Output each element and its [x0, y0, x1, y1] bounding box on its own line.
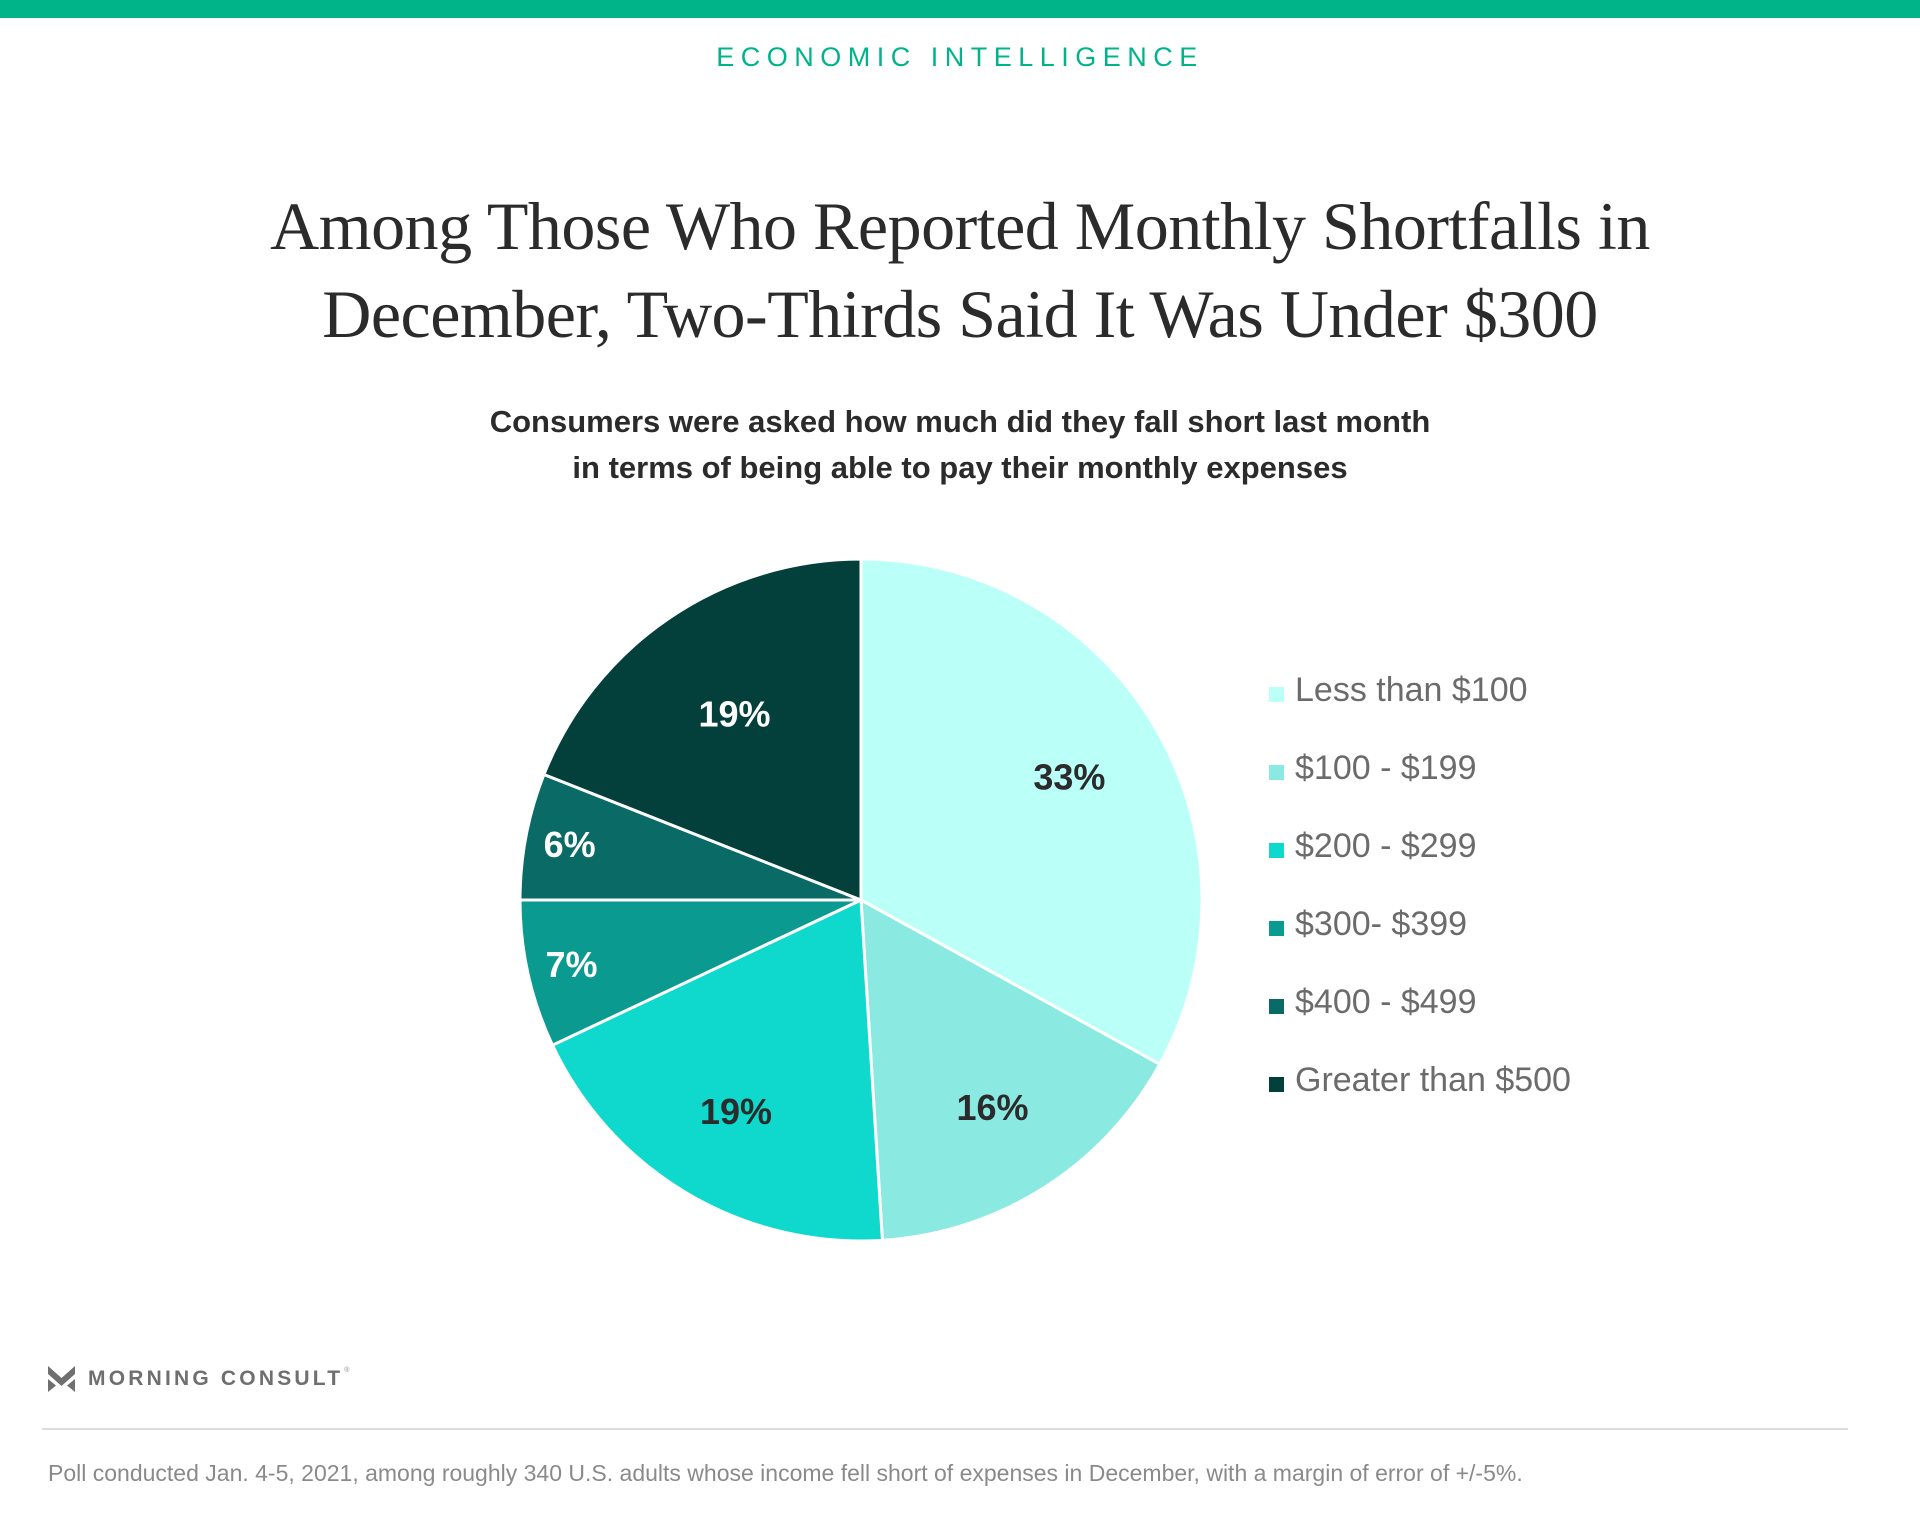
morning-consult-logo: MORNING CONSULT ®	[48, 1366, 349, 1392]
legend-swatch	[1269, 920, 1284, 936]
legend-item: $400 - $499	[1269, 967, 1571, 1045]
chart-legend: Less than $100 $100 - $199 $200 - $299 $300…	[1269, 655, 1571, 1123]
pie-slices	[518, 557, 1204, 1243]
pie-slice-label: 33%	[1033, 756, 1105, 797]
pie-slice	[859, 898, 1162, 1242]
legend-label: $300- $399	[1295, 905, 1468, 943]
legend-swatch	[1269, 764, 1284, 780]
chart-title-line-1: Among Those Who Reported Monthly Shortfa…	[270, 188, 1650, 264]
pie-slice-label: 7%	[545, 944, 597, 985]
legend-item: $200 - $299	[1269, 811, 1571, 889]
legend-swatch	[1269, 686, 1284, 702]
top-accent-bar	[0, 0, 1920, 18]
morning-consult-logo-icon	[48, 1366, 75, 1392]
legend-swatch	[1269, 842, 1284, 858]
pie-slice-label: 16%	[957, 1087, 1029, 1128]
brand-name: MORNING CONSULT	[88, 1367, 344, 1390]
pie-slice	[859, 557, 1204, 1066]
legend-label: $400 - $499	[1295, 983, 1477, 1021]
legend-label: Less than $100	[1295, 671, 1528, 709]
legend-item: Greater than $500	[1269, 1045, 1571, 1123]
pie-slice	[518, 898, 863, 1047]
legend-label: $200 - $299	[1295, 827, 1477, 865]
legend-item: $100 - $199	[1269, 733, 1571, 811]
chart-title-line-2: December, Two-Thirds Said It Was Under $…	[322, 276, 1598, 352]
chart-subtitle: Consumers were asked how much did they f…	[0, 399, 1920, 491]
chart-subtitle-line-2: in terms of being able to pay their mont…	[572, 450, 1348, 485]
chart-title: Among Those Who Reported Monthly Shortfa…	[0, 182, 1920, 358]
legend-label: $100 - $199	[1295, 749, 1477, 787]
legend-swatch	[1269, 1076, 1284, 1092]
section-kicker: ECONOMIC INTELLIGENCE	[716, 42, 1204, 72]
methodology-note: Poll conducted Jan. 4-5, 2021, among rou…	[48, 1460, 1523, 1486]
legend-item: $300- $399	[1269, 889, 1571, 967]
pie-slice-label: 6%	[544, 824, 596, 865]
footer-divider	[42, 1428, 1848, 1430]
legend-swatch	[1269, 998, 1284, 1014]
pie-slice	[550, 898, 884, 1243]
legend-label: Greater than $500	[1295, 1061, 1571, 1099]
chart-subtitle-line-1: Consumers were asked how much did they f…	[489, 404, 1431, 439]
pie-slice	[542, 557, 863, 902]
legend-item: Less than $100	[1269, 655, 1571, 733]
pie-slice-label: 19%	[698, 693, 770, 734]
pie-labels: 33% 16% 19% 7% 6% 19%	[544, 693, 1106, 1131]
pie-slice	[518, 772, 863, 902]
registered-mark: ®	[344, 1366, 350, 1374]
pie-slice-label: 19%	[700, 1091, 772, 1132]
